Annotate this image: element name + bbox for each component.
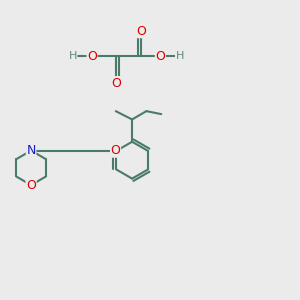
Text: N: N	[26, 144, 36, 157]
Text: H: H	[68, 51, 77, 62]
Text: O: O	[111, 144, 121, 157]
Text: O: O	[87, 50, 97, 63]
Text: O: O	[155, 50, 165, 63]
Text: H: H	[176, 51, 184, 62]
Text: O: O	[26, 178, 36, 192]
Text: O: O	[136, 25, 146, 38]
Text: O: O	[111, 76, 121, 90]
